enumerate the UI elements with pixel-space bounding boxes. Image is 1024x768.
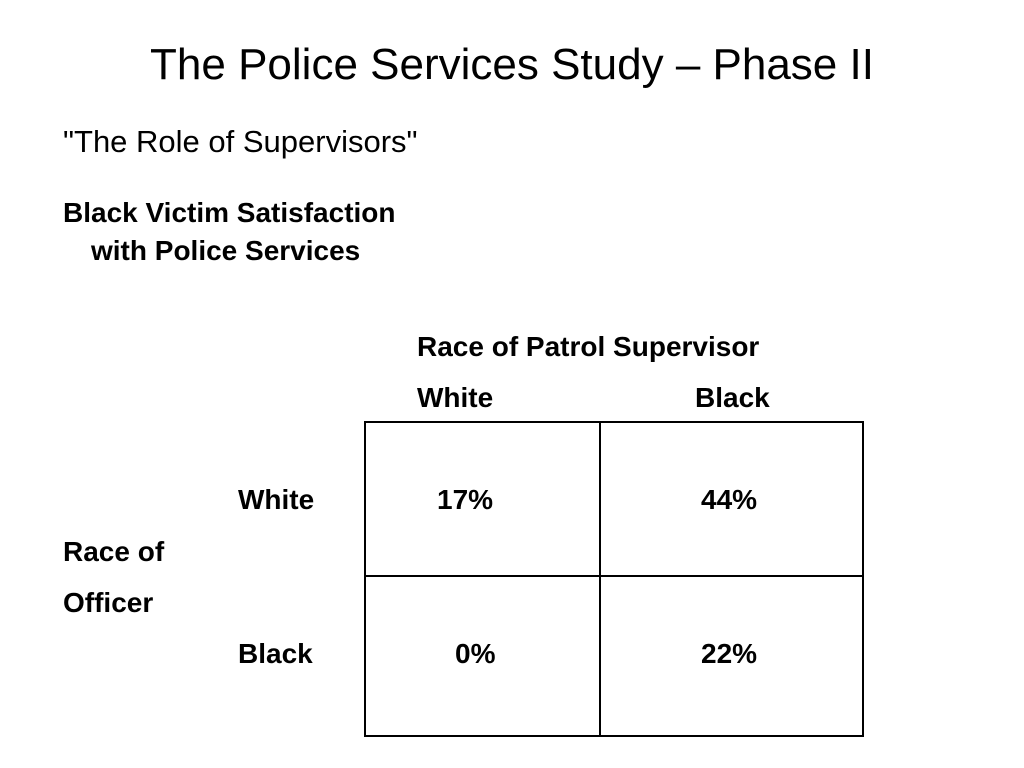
column-header-white: White xyxy=(417,382,494,413)
table-cell-black-black: 22% xyxy=(701,638,758,669)
column-header-black: Black xyxy=(695,382,770,413)
table-heading-line1: Black Victim Satisfaction xyxy=(63,197,396,228)
row-header-black: Black xyxy=(238,638,313,669)
table-horizontal-divider xyxy=(366,575,862,577)
table-cell-black-white: 0% xyxy=(455,638,496,669)
slide-subtitle: "The Role of Supervisors" xyxy=(63,124,418,159)
row-caption-line2: Officer xyxy=(63,587,154,618)
column-caption: Race of Patrol Supervisor xyxy=(417,331,760,362)
table-cell-white-black: 44% xyxy=(701,484,758,515)
table-heading: Black Victim Satisfaction with Police Se… xyxy=(63,194,396,270)
row-header-white: White xyxy=(238,484,315,515)
table-heading-line2: with Police Services xyxy=(91,235,361,266)
table-grid xyxy=(364,421,864,737)
table-vertical-divider xyxy=(599,423,601,735)
slide-title: The Police Services Study – Phase II xyxy=(150,40,874,89)
row-caption-line1: Race of xyxy=(63,536,165,567)
table-cell-white-white: 17% xyxy=(437,484,494,515)
